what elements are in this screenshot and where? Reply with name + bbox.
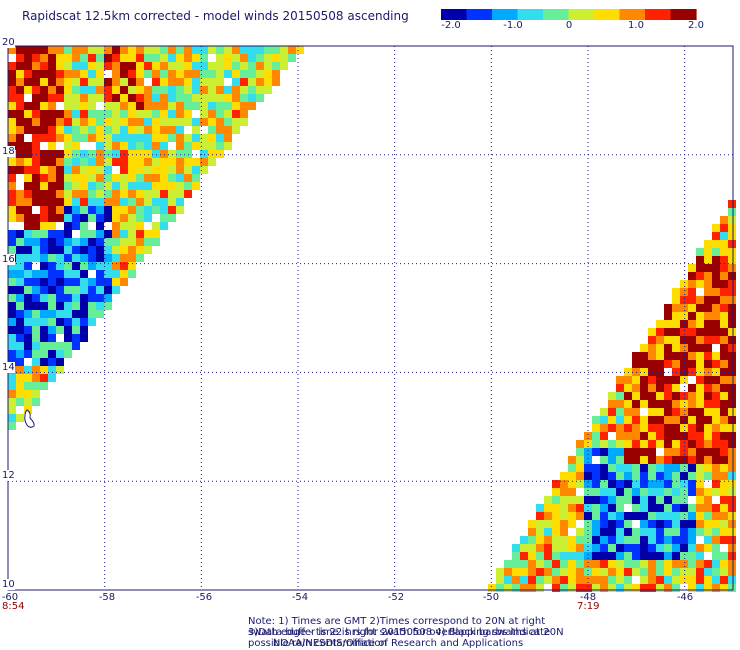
lat-tick-20: 20: [2, 37, 15, 48]
colorbar-label-neg1: -1.0: [503, 20, 523, 31]
wind-difference-cells: [8, 46, 736, 592]
footnote-line-3: NOAA/NESDIS/Office of Research and Appli…: [272, 638, 524, 649]
lon-tick-50: -50: [482, 592, 500, 603]
lon-tick-58: -58: [98, 592, 116, 603]
map-grid: [7, 45, 733, 591]
island-outline: [24, 409, 35, 428]
footnote-line-1: Note: 1) Times are GMT 2)Times correspon…: [248, 616, 564, 638]
lat-tick-12: 12: [2, 470, 15, 481]
colorbar-label-pos1: 1.0: [628, 20, 644, 31]
lon-tick-54: -54: [291, 592, 309, 603]
colorbar: [441, 9, 697, 20]
map-title: Rapidscat 12.5km corrected - model winds…: [22, 9, 409, 23]
colorbar-label-zero: 0: [565, 20, 573, 31]
footnote-line-2: 3)Data buffer is 22 hrs for 20150508 4) …: [248, 627, 551, 649]
lon-tick-60: -60: [1, 592, 19, 603]
lat-tick-10: 10: [2, 579, 15, 590]
lon-tick-48: -48: [579, 592, 597, 603]
swath-time-left: 8:54: [2, 601, 25, 612]
plot-frame: [7, 45, 734, 591]
lat-tick-18: 18: [2, 146, 15, 157]
colorbar-label-min: -2.0: [441, 20, 461, 31]
lat-tick-14: 14: [2, 362, 15, 373]
lat-tick-16: 16: [2, 254, 15, 265]
lon-tick-56: -56: [195, 592, 213, 603]
colorbar-label-max: 2.0: [688, 20, 704, 31]
lon-tick-52: -52: [387, 592, 405, 603]
lon-tick-46: -46: [676, 592, 694, 603]
swath-time-right: 7:19: [577, 601, 600, 612]
